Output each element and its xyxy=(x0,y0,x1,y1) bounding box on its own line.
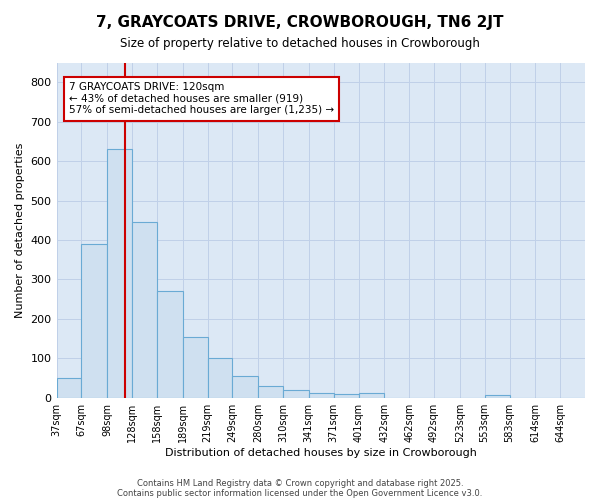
Bar xyxy=(107,150,132,398)
X-axis label: Distribution of detached houses by size in Crowborough: Distribution of detached houses by size … xyxy=(165,448,477,458)
Text: Size of property relative to detached houses in Crowborough: Size of property relative to detached ho… xyxy=(120,38,480,51)
Text: Contains public sector information licensed under the Open Government Licence v3: Contains public sector information licen… xyxy=(118,488,482,498)
Bar xyxy=(309,393,334,398)
Bar xyxy=(132,222,157,398)
Text: 7, GRAYCOATS DRIVE, CROWBOROUGH, TN6 2JT: 7, GRAYCOATS DRIVE, CROWBOROUGH, TN6 2JT xyxy=(96,15,504,30)
Bar xyxy=(56,378,82,398)
Bar xyxy=(208,358,232,398)
Bar xyxy=(485,395,509,398)
Bar xyxy=(182,336,208,398)
Text: 7 GRAYCOATS DRIVE: 120sqm
← 43% of detached houses are smaller (919)
57% of semi: 7 GRAYCOATS DRIVE: 120sqm ← 43% of detac… xyxy=(69,82,334,116)
Bar xyxy=(232,376,258,398)
Y-axis label: Number of detached properties: Number of detached properties xyxy=(15,142,25,318)
Bar xyxy=(334,394,359,398)
Text: Contains HM Land Registry data © Crown copyright and database right 2025.: Contains HM Land Registry data © Crown c… xyxy=(137,478,463,488)
Bar xyxy=(283,390,309,398)
Bar xyxy=(258,386,283,398)
Bar xyxy=(157,291,182,398)
Bar xyxy=(82,244,107,398)
Bar xyxy=(359,392,384,398)
